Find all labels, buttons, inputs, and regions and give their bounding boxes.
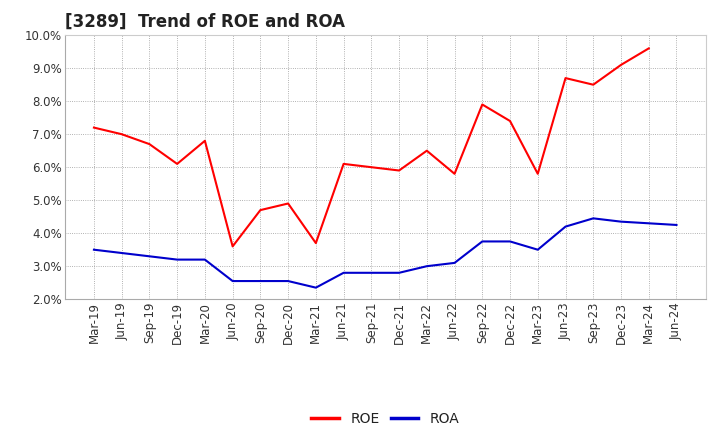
ROA [201,257,210,262]
ROA [367,270,376,275]
ROE [89,125,98,130]
Legend: ROE, ROA: ROE, ROA [306,407,464,432]
ROA [423,264,431,269]
ROA [117,250,126,256]
ROA [589,216,598,221]
ROE [312,240,320,246]
ROE [173,161,181,166]
ROE [478,102,487,107]
ROA [339,270,348,275]
ROE [145,141,154,147]
ROA [228,279,237,284]
ROE [616,62,625,67]
ROE [589,82,598,87]
ROA [644,221,653,226]
ROE [367,165,376,170]
ROA [89,247,98,253]
ROE [256,207,265,213]
ROA [312,285,320,290]
ROE [228,244,237,249]
ROA [145,253,154,259]
ROE [505,118,514,124]
ROA [616,219,625,224]
Text: [3289]  Trend of ROE and ROA: [3289] Trend of ROE and ROA [65,13,345,31]
ROE [284,201,292,206]
ROE [450,171,459,176]
ROA [284,279,292,284]
Line: ROE: ROE [94,48,649,246]
ROA [450,260,459,265]
ROA [561,224,570,229]
ROA [395,270,403,275]
ROE [201,138,210,143]
ROA [505,239,514,244]
ROE [423,148,431,153]
ROE [644,46,653,51]
ROE [395,168,403,173]
ROE [534,171,542,176]
ROE [339,161,348,166]
ROA [672,222,681,227]
ROA [478,239,487,244]
Line: ROA: ROA [94,218,677,288]
ROE [117,132,126,137]
ROA [173,257,181,262]
ROE [561,76,570,81]
ROA [256,279,265,284]
ROA [534,247,542,253]
